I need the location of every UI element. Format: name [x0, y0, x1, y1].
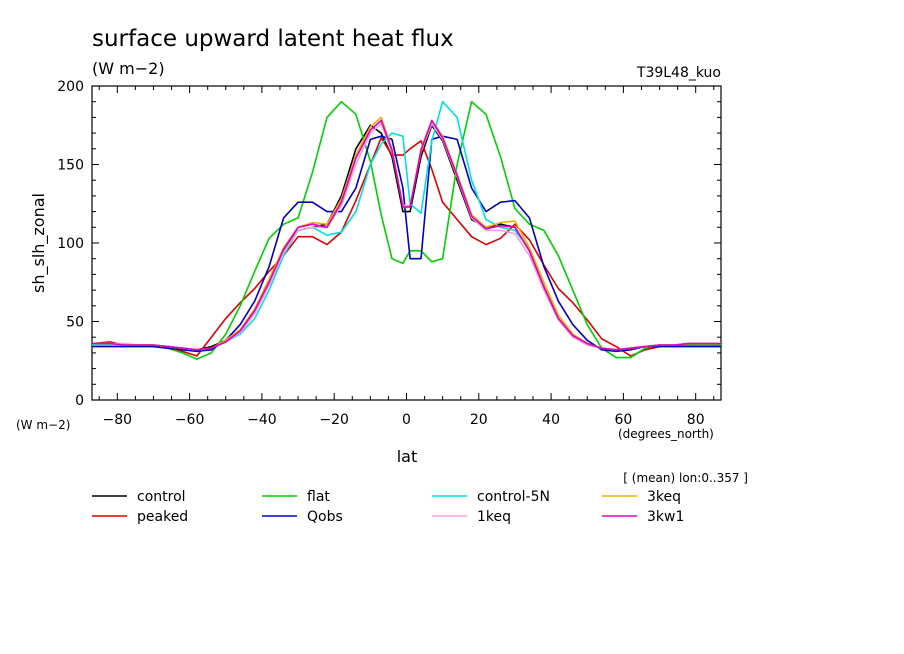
y-tick-label: 50	[66, 315, 84, 331]
chart-title: surface upward latent heat flux	[92, 26, 454, 52]
legend-label-3kw1: 3kw1	[647, 509, 684, 525]
legend-label-qobs: Qobs	[307, 509, 343, 525]
legend-label-3keq: 3keq	[647, 489, 681, 505]
legend-label-control-5n: control-5N	[477, 489, 550, 505]
legend-label-control: control	[137, 489, 186, 505]
x-tick-label: 20	[470, 412, 488, 428]
series-lines	[92, 100, 721, 361]
series-line-peaked	[92, 137, 721, 357]
y-tick-label: 0	[75, 393, 84, 409]
x-tick-label: −80	[103, 412, 133, 428]
average-note: [ (mean) lon:0..357 ]	[623, 471, 748, 485]
x-tick-label: 60	[614, 412, 632, 428]
y-axis-label: sh_slh_zonal	[29, 193, 49, 293]
series-line-qobs	[92, 135, 721, 353]
chart-units: (W m−2)	[92, 59, 165, 78]
legend-label-peaked: peaked	[137, 509, 188, 525]
series-line-control	[92, 124, 721, 351]
y-tick-label: 100	[57, 236, 84, 252]
x-tick-label: 40	[542, 412, 560, 428]
x-tick-label: 0	[402, 412, 411, 428]
legend: control peaked flat Qobs control-5N 1keq 3keq 3…	[92, 489, 684, 525]
axis-ticks	[92, 85, 721, 401]
y-tick-label: 150	[57, 158, 84, 174]
x-tick-label: −20	[319, 412, 349, 428]
run-label: T39L48_kuo	[636, 65, 721, 81]
x-tick-label: −40	[247, 412, 277, 428]
series-line-flat	[92, 100, 721, 361]
y-tick-label: 200	[57, 79, 84, 95]
legend-label-1keq: 1keq	[477, 509, 511, 525]
x-axis-units: (degrees_north)	[618, 427, 714, 441]
series-line-1keq	[92, 122, 721, 351]
x-tick-label: 80	[687, 412, 705, 428]
y-axis-units: (W m−2)	[16, 418, 70, 432]
x-tick-labels: −80 −60 −40 −20 0 20 40 60 80	[103, 412, 705, 428]
x-axis-label: lat	[397, 447, 418, 466]
legend-label-flat: flat	[307, 489, 330, 505]
x-tick-label: −60	[175, 412, 205, 428]
series-line-3kw1	[92, 119, 721, 351]
y-tick-labels: 0 50 100 150 200	[57, 79, 84, 409]
